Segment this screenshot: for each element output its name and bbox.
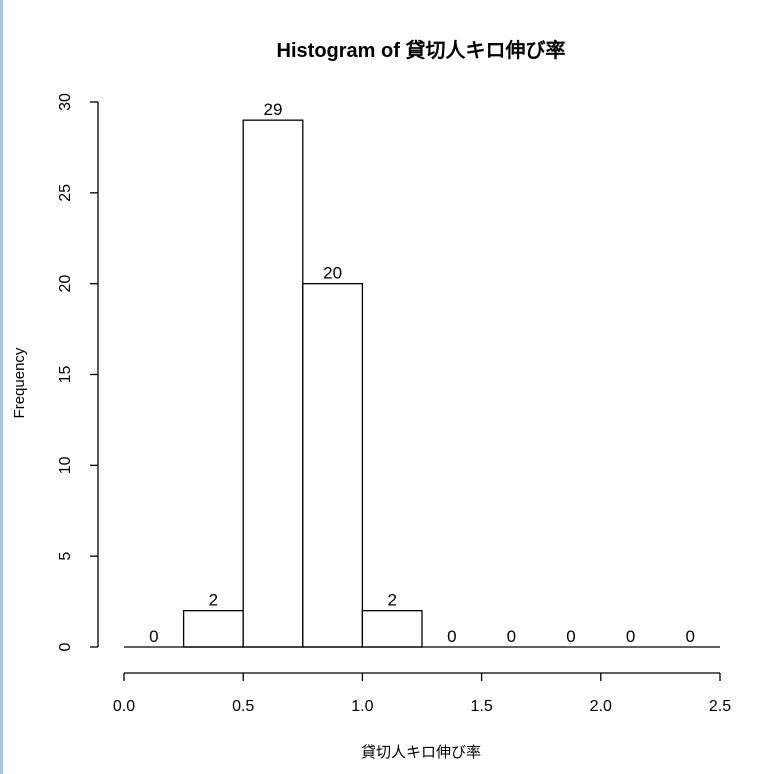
bar-data-label: 0 bbox=[507, 627, 516, 646]
histogram-bar bbox=[302, 283, 364, 648]
x-tick-label: 2.0 bbox=[590, 698, 612, 715]
bar-data-label: 20 bbox=[323, 264, 342, 283]
bar-data-label: 0 bbox=[566, 627, 575, 646]
histogram-bar bbox=[242, 119, 304, 648]
y-tick-label: 25 bbox=[57, 184, 74, 202]
y-tick-label: 20 bbox=[57, 275, 74, 293]
chart-title: Histogram of 貸切人キロ伸び率 bbox=[277, 38, 566, 62]
bar-data-label: 2 bbox=[387, 591, 396, 610]
y-tick-label: 5 bbox=[57, 552, 74, 561]
y-axis-title: Frequency bbox=[11, 347, 28, 418]
x-tick-label: 1.5 bbox=[470, 698, 492, 715]
y-tick-label: 0 bbox=[57, 642, 74, 651]
x-axis: 0.0 0.5 1.0 1.5 2.0 2.5 bbox=[113, 672, 731, 715]
bar-data-label: 0 bbox=[626, 627, 635, 646]
histogram-bar bbox=[361, 610, 423, 648]
bar-data-label: 2 bbox=[209, 591, 218, 610]
y-tick-label: 30 bbox=[57, 93, 74, 111]
y-tick-label: 15 bbox=[57, 366, 74, 384]
bar-data-label: 0 bbox=[149, 627, 158, 646]
x-tick-label: 0.0 bbox=[113, 698, 135, 715]
histogram-bar bbox=[182, 610, 244, 648]
x-tick-label: 0.5 bbox=[232, 698, 254, 715]
bars-group bbox=[124, 119, 720, 648]
bar-data-label: 0 bbox=[447, 627, 456, 646]
x-axis-title: 貸切人キロ伸び率 bbox=[361, 744, 481, 761]
x-tick-label: 2.5 bbox=[709, 698, 731, 715]
bar-data-label: 0 bbox=[685, 627, 694, 646]
y-axis: 0 5 10 15 20 25 30 bbox=[57, 93, 99, 651]
window-left-border bbox=[0, 0, 3, 774]
bar-data-label: 29 bbox=[264, 100, 283, 119]
y-tick-label: 10 bbox=[57, 456, 74, 474]
x-tick-label: 1.0 bbox=[351, 698, 373, 715]
